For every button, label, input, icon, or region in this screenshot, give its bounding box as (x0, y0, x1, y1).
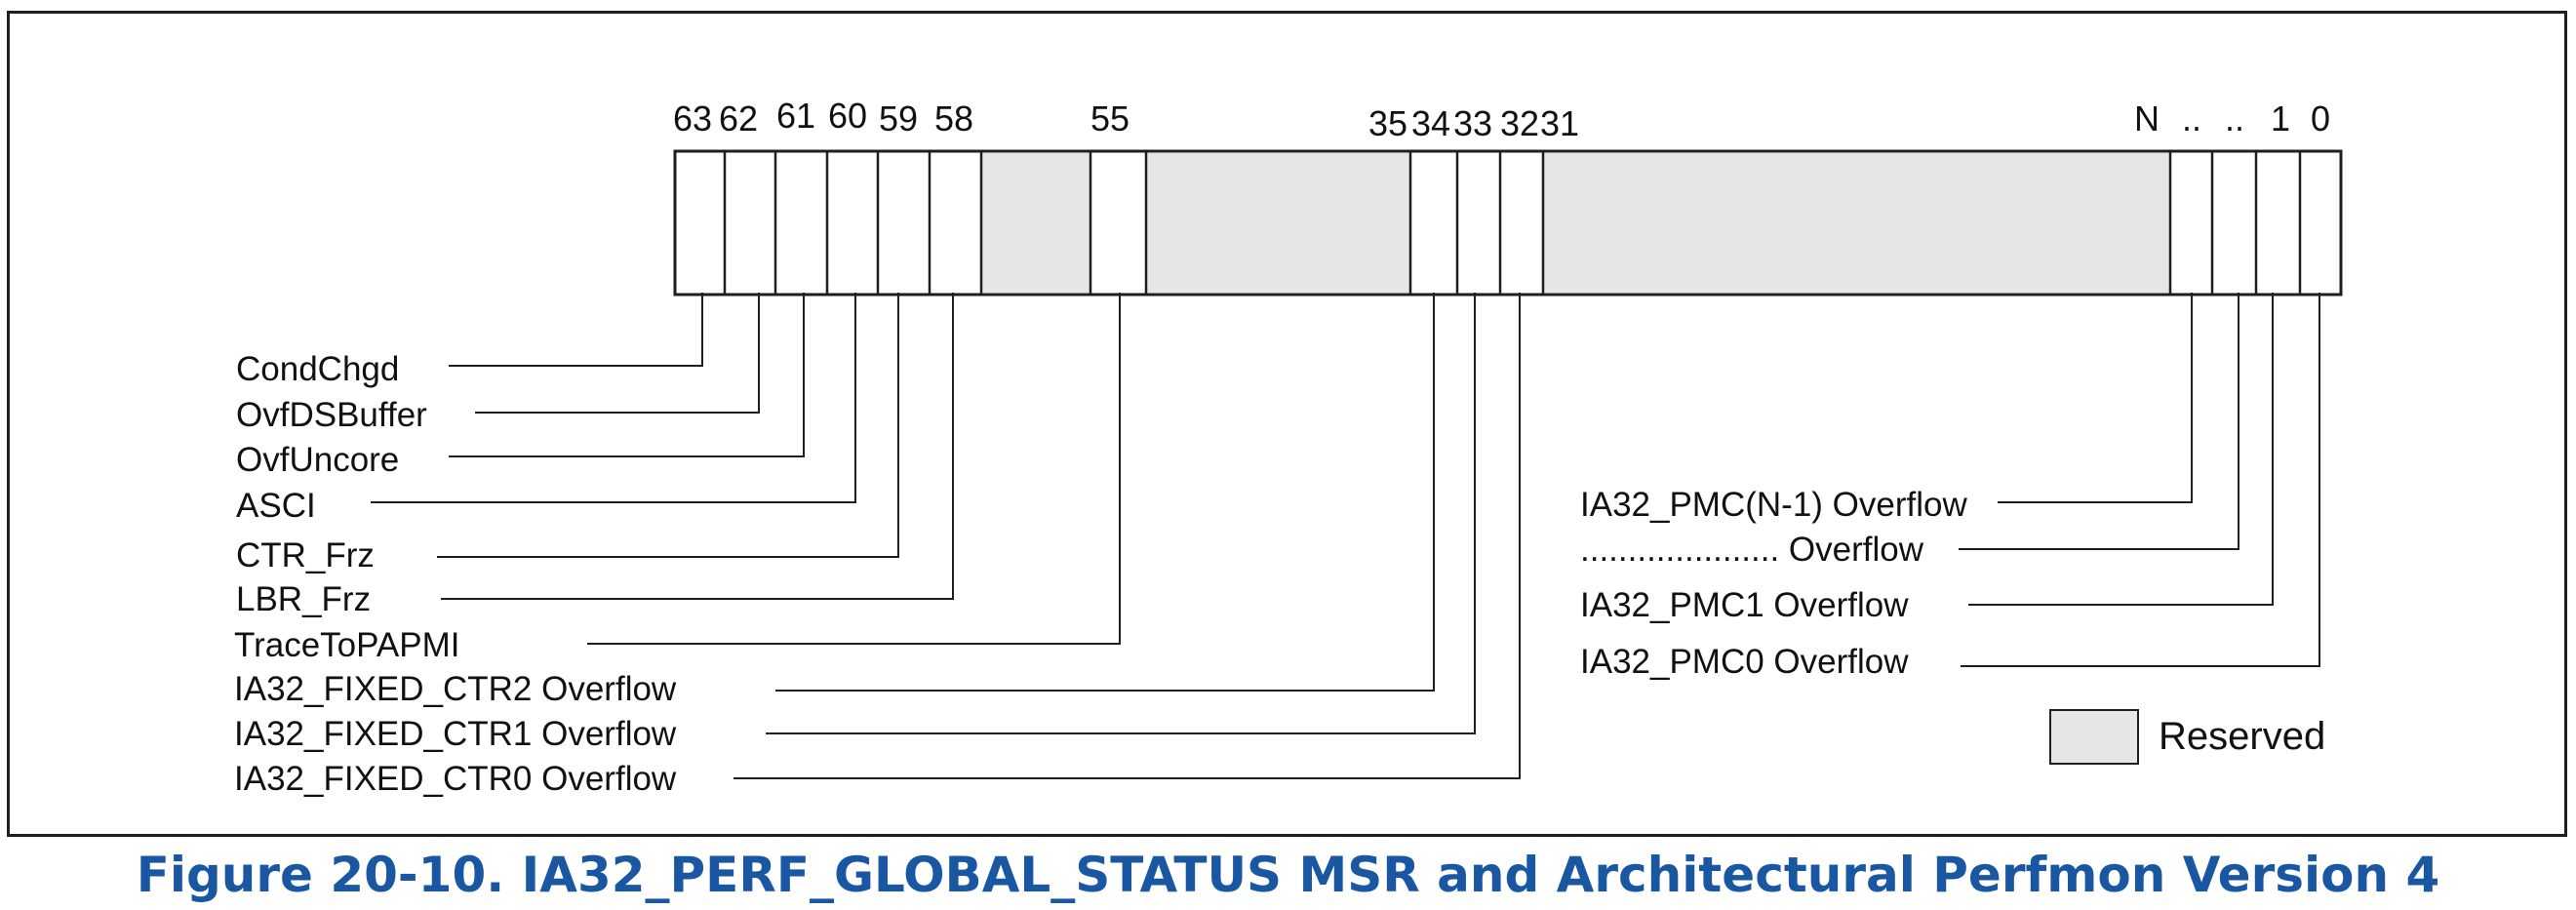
bit-number-58: 58 (934, 99, 973, 138)
label-ctr-frz: CTR_Frz (236, 536, 375, 574)
label-fixed-ctr2-overflow: IA32_FIXED_CTR2 Overflow (234, 670, 677, 708)
bit-number-0: 0 (2311, 99, 2330, 138)
label-pmc0-overflow: IA32_PMC0 Overflow (1580, 643, 1909, 681)
reserved-region-30-n (1543, 153, 2170, 293)
figure-caption: Figure 20-10. IA32_PERF_GLOBAL_STATUS MS… (136, 847, 2440, 903)
reserved-region-54-35 (1146, 153, 1410, 293)
bit-number-31: 31 (1540, 103, 1579, 143)
left-leader-lines (371, 293, 1521, 779)
label-ovf-uncore: OvfUncore (236, 441, 399, 479)
cell-dividers (723, 151, 2302, 295)
bit-number-59: 59 (879, 99, 918, 138)
label-pmc-ellipsis-overflow: ..................... Overflow (1580, 531, 1924, 569)
legend-reserved-label: Reserved (2159, 715, 2325, 758)
reserved-region-57-56 (981, 153, 1090, 293)
bit-number-35: 35 (1368, 103, 1407, 143)
register-diagram: 63 62 61 60 59 58 55 35 34 33 32 31 N ..… (234, 96, 2343, 798)
bit-number-34: 34 (1411, 103, 1450, 143)
label-pmc1-overflow: IA32_PMC1 Overflow (1580, 586, 1909, 624)
label-asci: ASCI (236, 487, 316, 525)
register-outline (673, 149, 2343, 297)
bit-number-55: 55 (1090, 99, 1129, 138)
bit-number-n: N (2134, 99, 2160, 138)
bit-number-33: 33 (1453, 103, 1492, 143)
label-lbr-frz: LBR_Frz (236, 580, 371, 618)
bit-number-63: 63 (673, 99, 712, 138)
bit-number-ellipsis-1: .. (2182, 99, 2201, 138)
label-cond-chgd: CondChgd (236, 350, 399, 388)
label-fixed-ctr0-overflow: IA32_FIXED_CTR0 Overflow (234, 760, 677, 798)
bit-number-ellipsis-2: .. (2225, 99, 2244, 138)
label-fixed-ctr1-overflow: IA32_FIXED_CTR1 Overflow (234, 715, 677, 753)
label-pmc-n-minus-1-overflow: IA32_PMC(N-1) Overflow (1580, 486, 1967, 524)
legend-reserved-swatch (2049, 709, 2139, 765)
right-leader-lines (1959, 293, 2320, 667)
bit-number-60: 60 (828, 96, 867, 136)
label-trace-to-papmi: TraceToPAPMI (234, 626, 459, 664)
bit-number-1: 1 (2271, 99, 2290, 138)
bit-number-62: 62 (719, 99, 758, 138)
figure-frame (7, 11, 2567, 837)
bit-number-32: 32 (1500, 103, 1539, 143)
label-ovf-ds-buffer: OvfDSBuffer (236, 396, 427, 434)
bit-number-61: 61 (776, 96, 815, 136)
